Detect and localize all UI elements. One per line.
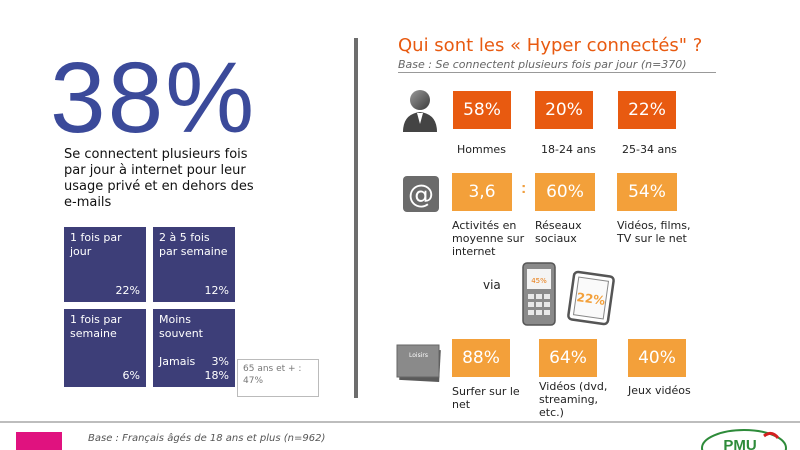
separator-colon: :	[521, 180, 527, 197]
stat-box-videos-dvd: 64%	[539, 339, 597, 377]
section-title: Qui sont les « Hyper connectés" ?	[398, 35, 703, 56]
brand-pink-block	[16, 432, 62, 450]
leisure-card-icon: Loisirs	[396, 344, 441, 383]
tile-label: Moins souvent	[159, 313, 203, 340]
stat-box-25-34: 22%	[618, 91, 676, 129]
tile-value-never: 18%	[204, 369, 229, 382]
section-base: Base : Se connectent plusieurs fois par …	[398, 58, 716, 73]
leisure-label: Loisirs	[409, 352, 428, 359]
tile-once-per-day: 1 fois par jour 22%	[64, 227, 146, 302]
panel-divider	[354, 38, 358, 398]
caption-social: Réseaux sociaux	[535, 219, 582, 245]
caption-videos: Vidéos, films, TV sur le net	[617, 219, 691, 245]
via-label: via	[483, 278, 501, 292]
tablet-icon: 22%	[567, 270, 615, 326]
tile-value: 22%	[115, 284, 140, 297]
tile-label: 2 à 5 fois par semaine	[159, 231, 228, 258]
stat-box-activities: 3,6	[452, 173, 512, 211]
note-65-plus: 65 ans et + : 47%	[237, 359, 319, 397]
headline-description: Se connectent plusieurs fois par jour à …	[64, 147, 254, 210]
tile-value: 12%	[204, 284, 229, 297]
tile-value: 3%	[211, 355, 229, 368]
caption-videos-dvd: Vidéos (dvd, streaming, etc.)	[539, 380, 608, 419]
footer-divider	[0, 421, 800, 423]
stat-box-men: 58%	[453, 91, 511, 129]
tile-label: 1 fois par jour	[70, 231, 122, 258]
svg-text:@: @	[408, 180, 434, 210]
tablet-percent: 22%	[576, 290, 606, 308]
caption-surf: Surfer sur le net	[452, 385, 520, 411]
tile-2-5-per-week: 2 à 5 fois par semaine 12%	[153, 227, 235, 302]
footer-base: Base : Français âgés de 18 ans et plus (…	[88, 433, 326, 444]
mobile-phone-icon: 45%	[522, 262, 556, 326]
caption-men: Hommes	[457, 143, 506, 156]
caption-25-34: 25-34 ans	[622, 143, 677, 156]
footer-note-cut	[88, 445, 508, 450]
person-icon	[403, 90, 437, 132]
stat-box-18-24: 20%	[535, 91, 593, 129]
caption-18-24: 18-24 ans	[541, 143, 596, 156]
stat-box-social: 60%	[535, 173, 595, 211]
tile-less-often: Moins souvent 3% Jamais 18%	[153, 309, 235, 387]
stat-box-games: 40%	[628, 339, 686, 377]
caption-activities: Activités en moyenne sur internet	[452, 219, 525, 258]
stat-box-surf: 88%	[452, 339, 510, 377]
tile-label: 1 fois par semaine	[70, 313, 122, 340]
headline-percent: 38%	[50, 42, 257, 154]
stat-box-videos: 54%	[617, 173, 677, 211]
tile-label-never: Jamais	[159, 355, 196, 368]
caption-games: Jeux vidéos	[628, 384, 691, 397]
phone-percent: 45%	[531, 277, 547, 285]
svg-text:PMU: PMU	[723, 437, 756, 450]
tile-once-per-week: 1 fois par semaine 6%	[64, 309, 146, 387]
tile-value: 6%	[122, 369, 140, 382]
at-sign-icon: @	[403, 176, 439, 212]
pmu-logo: PMU	[701, 429, 787, 450]
